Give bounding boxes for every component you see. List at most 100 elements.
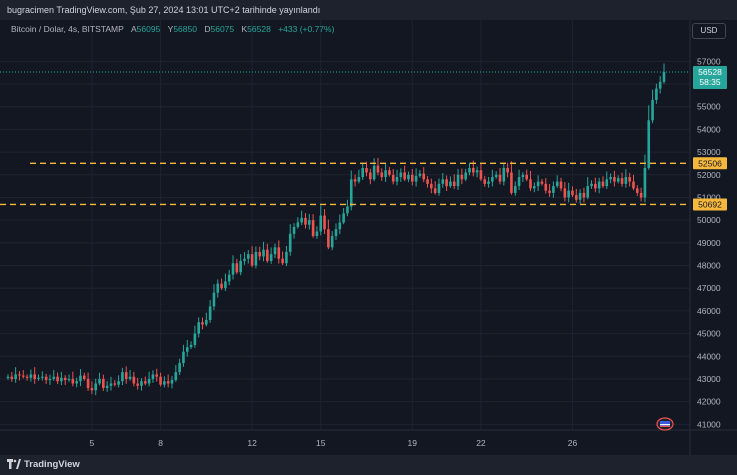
candle-body xyxy=(102,378,105,389)
candle-body xyxy=(201,322,204,325)
candle-body xyxy=(639,192,643,198)
candle-body xyxy=(21,375,25,377)
candle-body xyxy=(338,222,342,230)
close-label: K xyxy=(241,24,248,34)
candle-body xyxy=(319,215,323,232)
candle-body xyxy=(445,179,448,187)
candle-body xyxy=(144,381,147,384)
candle-body xyxy=(571,190,574,196)
candle-body xyxy=(235,263,239,273)
close-value: 56528 xyxy=(247,24,271,34)
candle-body xyxy=(643,167,647,198)
high-value: 56850 xyxy=(173,24,197,34)
candle-body xyxy=(658,81,662,89)
candle-body xyxy=(56,376,59,382)
candle-body xyxy=(258,251,262,257)
countdown-label: 58:35 xyxy=(699,77,721,87)
price-tick-label: 54000 xyxy=(697,124,721,134)
candle-body xyxy=(121,372,124,382)
candle-body xyxy=(189,344,193,348)
candle-body xyxy=(281,258,284,264)
candle-body xyxy=(285,251,288,264)
currency-button[interactable]: USD xyxy=(692,23,726,39)
candle-body xyxy=(349,179,353,207)
candle-body xyxy=(6,376,10,379)
candle-body xyxy=(559,181,563,189)
candle-body xyxy=(533,186,536,189)
candle-body xyxy=(159,376,162,385)
candle-body xyxy=(246,254,250,259)
candle-body xyxy=(544,183,548,191)
candle-body xyxy=(361,167,364,178)
candle-body xyxy=(25,376,29,378)
candle-body xyxy=(98,378,101,384)
tradingview-logo-icon xyxy=(7,459,21,469)
candle-body xyxy=(578,192,582,200)
candle-body xyxy=(407,174,410,180)
candle-body xyxy=(369,172,372,180)
candle-body xyxy=(468,167,471,173)
candle-body xyxy=(410,174,414,182)
candle-body xyxy=(472,167,475,173)
candle-body xyxy=(94,383,98,391)
candle-body xyxy=(594,183,597,189)
candle-body xyxy=(296,222,300,227)
candle-body xyxy=(220,283,223,289)
candle-body xyxy=(483,179,487,184)
open-value: 56095 xyxy=(136,24,161,34)
candle-body xyxy=(452,181,456,187)
candle-body xyxy=(487,181,490,184)
candle-body xyxy=(426,179,429,184)
candle-body xyxy=(315,231,319,237)
candle-body xyxy=(132,376,136,384)
price-tick-label: 57000 xyxy=(697,56,721,66)
candle-body xyxy=(277,247,281,259)
candle-body xyxy=(44,376,48,381)
candle-body xyxy=(605,179,609,187)
candle-body xyxy=(513,186,517,193)
candle-body xyxy=(590,183,593,187)
candle-body xyxy=(327,229,330,248)
candle-body xyxy=(166,381,170,384)
candle-body xyxy=(555,181,559,187)
candle-body xyxy=(601,181,605,187)
level-price-tag xyxy=(693,198,727,211)
candle-body xyxy=(33,374,36,379)
candle-body xyxy=(163,381,166,385)
candle-body xyxy=(231,263,235,275)
price-chart[interactable]: 41000 42000 43000 44000 45000 46000 47000 48000… xyxy=(0,20,737,455)
date-tick-label: 12 xyxy=(247,438,257,448)
brand-name: TradingView xyxy=(24,459,80,470)
flag-icon[interactable] xyxy=(656,417,674,431)
candle-body xyxy=(597,181,601,189)
candle-body xyxy=(113,383,117,385)
price-tick-label: 55000 xyxy=(697,102,721,112)
footer xyxy=(0,455,737,475)
candle-body xyxy=(422,173,426,180)
candle-body xyxy=(63,377,67,381)
candle-body xyxy=(460,174,464,180)
candle-body xyxy=(567,190,570,198)
candle-body xyxy=(140,381,143,386)
candle-body xyxy=(502,167,506,182)
candle-body xyxy=(662,72,666,82)
candle-body xyxy=(288,233,292,252)
candle-body xyxy=(613,177,616,182)
candle-body xyxy=(456,174,460,187)
candle-body xyxy=(464,172,467,180)
price-tick-label: 48000 xyxy=(697,261,721,271)
candle-body xyxy=(10,376,14,379)
candle-body xyxy=(37,377,40,379)
candle-body xyxy=(372,165,376,180)
candle-body xyxy=(529,179,532,189)
candle-body xyxy=(647,120,651,168)
candle-body xyxy=(174,372,178,381)
candle-body xyxy=(18,374,21,376)
candle-body xyxy=(430,183,433,189)
candle-body xyxy=(239,260,242,273)
symbol-name[interactable]: Bitcoin / Dolar, 4s, BITSTAMP xyxy=(11,24,124,34)
low-value: 56075 xyxy=(210,24,235,34)
candle-body xyxy=(300,217,303,223)
candle-body xyxy=(86,378,90,389)
candle-body xyxy=(624,177,628,184)
